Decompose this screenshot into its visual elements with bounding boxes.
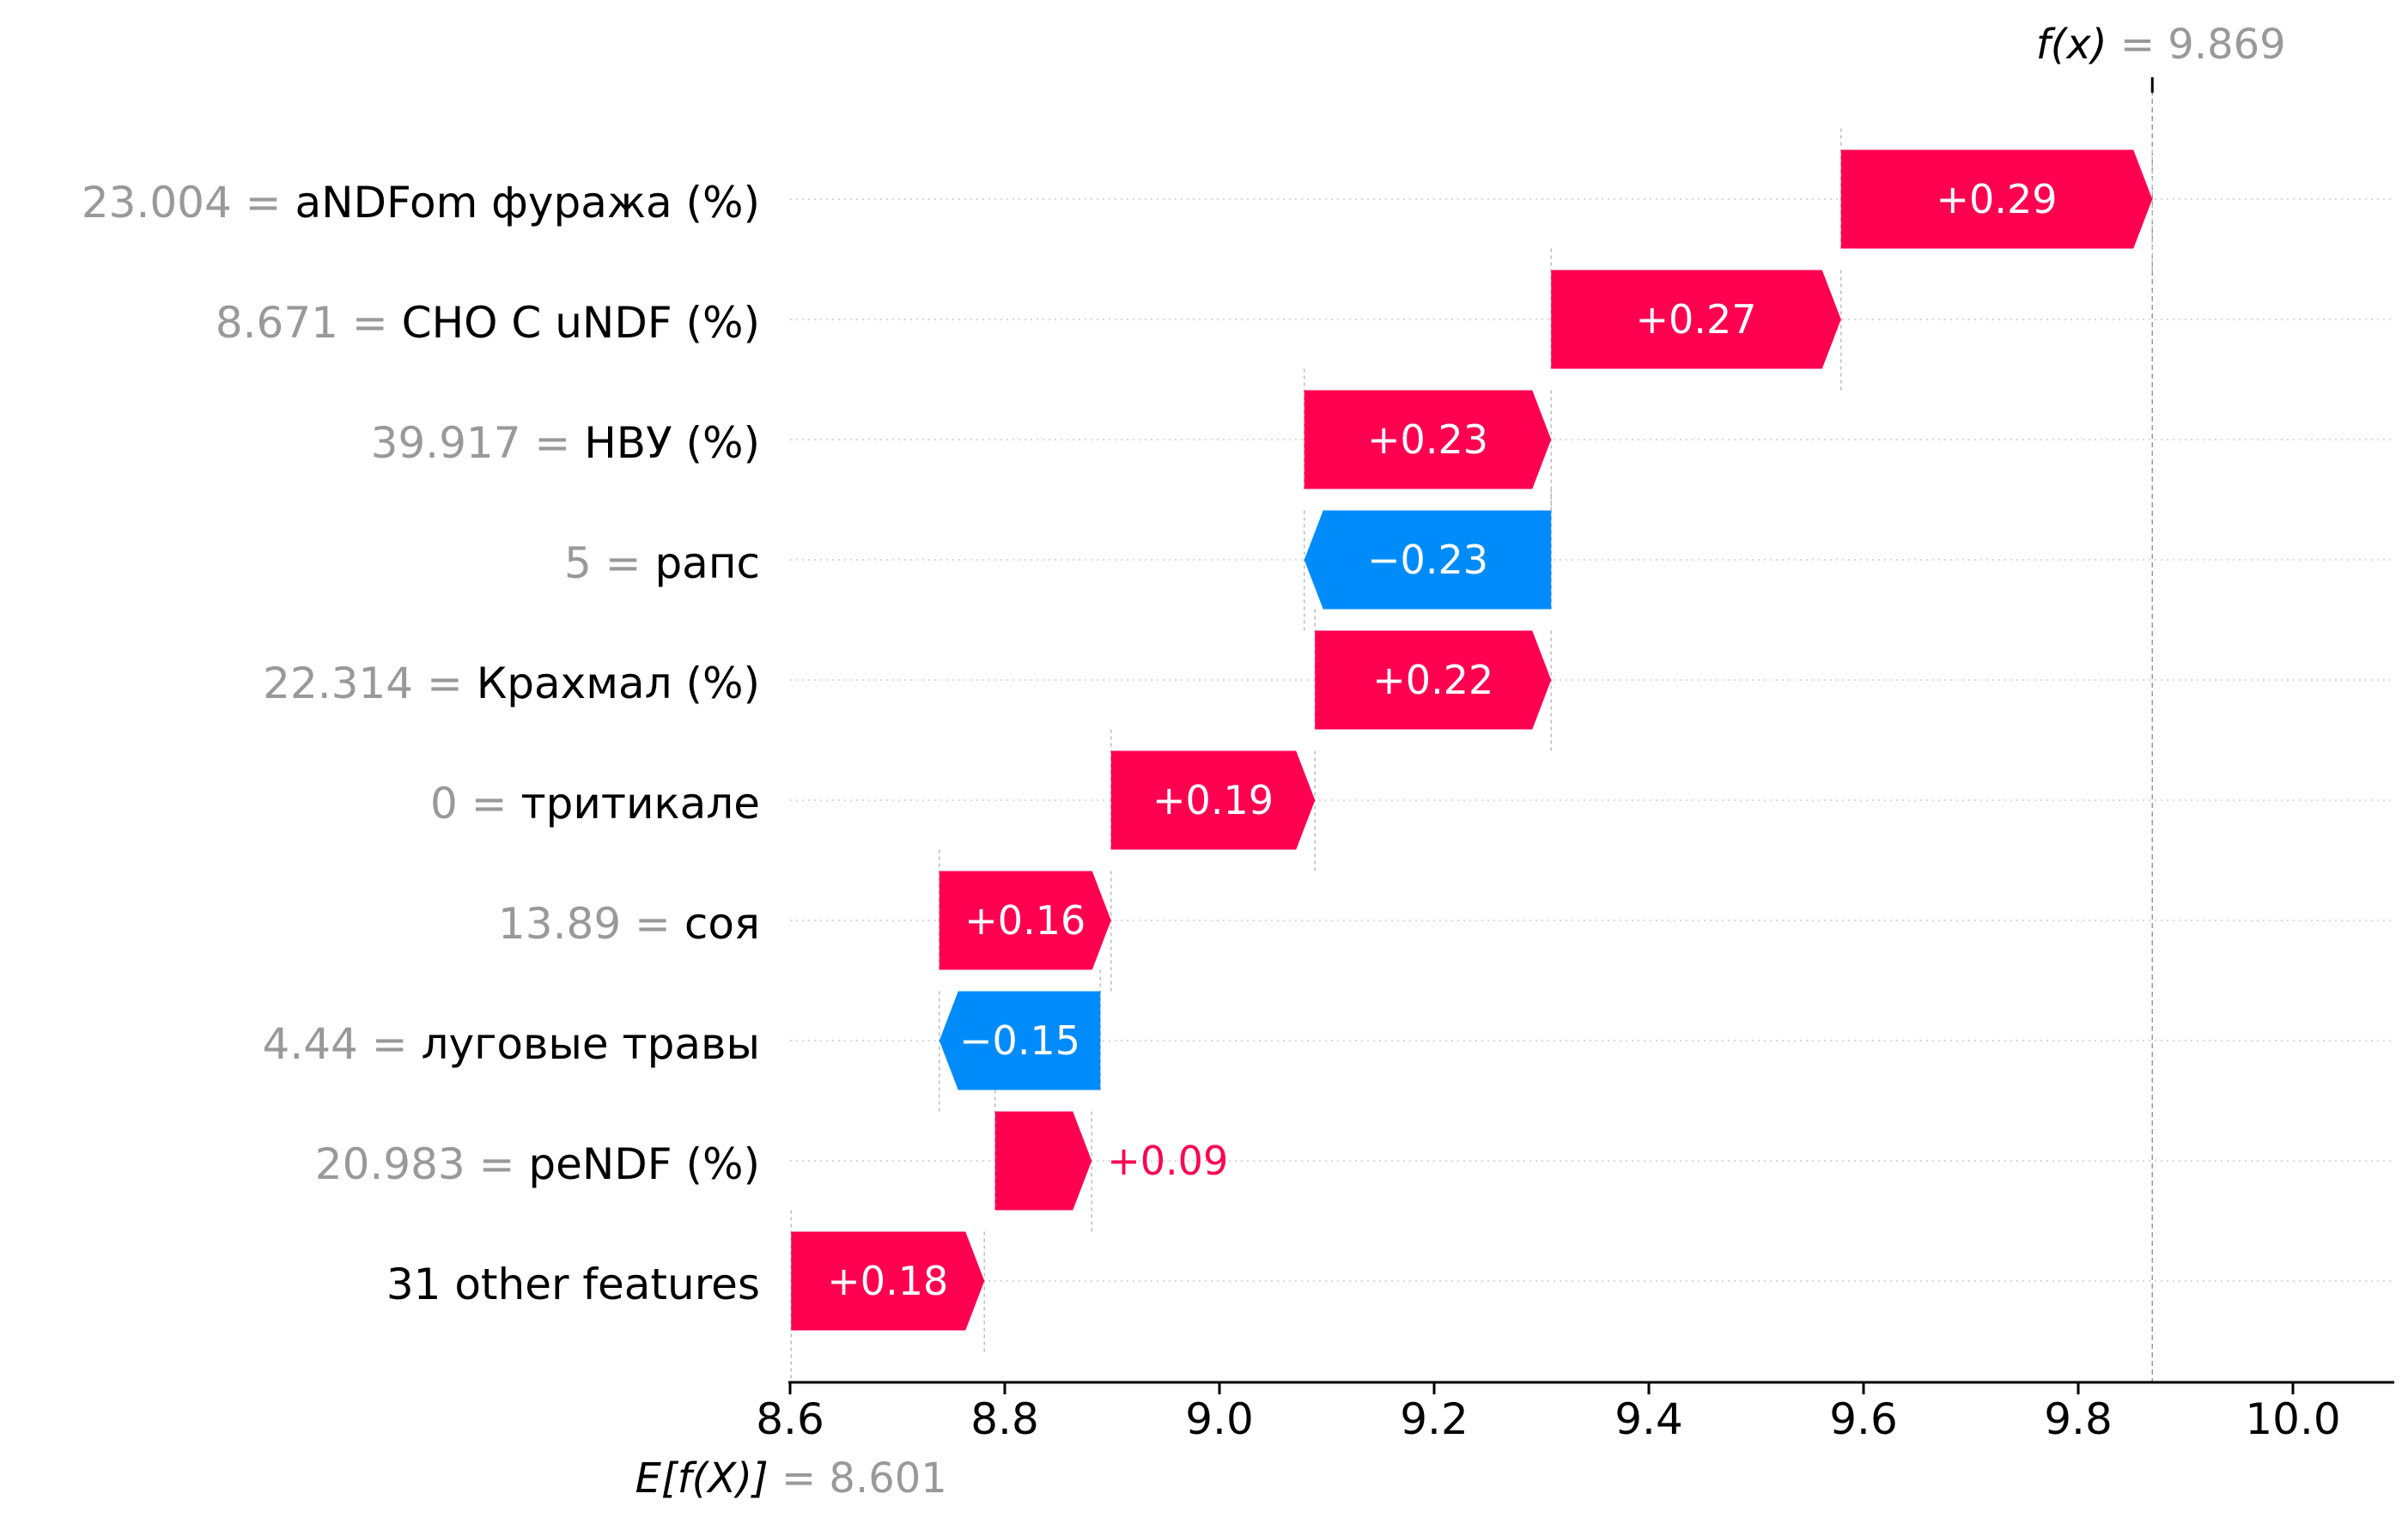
contribution-bar — [791, 1231, 985, 1331]
base-final-annotations: E[f(X)] = 8.601 f(x) = 9.869 — [635, 21, 2286, 1503]
x-tick-label: 10.0 — [2245, 1394, 2340, 1444]
feature-name: CHO C uNDF (%) — [402, 298, 760, 348]
x-tick-label: 9.2 — [1400, 1394, 1469, 1444]
feature-label: 23.004 = aNDFom фуража (%) — [82, 178, 760, 228]
contribution-bar — [1304, 390, 1552, 489]
feature-name: рапс — [654, 538, 760, 588]
final-expr: f(x) — [2036, 21, 2120, 69]
feature-value: 39.917 = — [371, 418, 585, 468]
feature-value: 20.983 = — [315, 1139, 529, 1189]
contribution-label: +0.29 — [1937, 176, 2058, 222]
feature-value: 0 = — [430, 779, 521, 829]
contribution-bar — [994, 1111, 1092, 1211]
base-value: = 8.601 — [781, 1454, 947, 1503]
contribution-bar — [1840, 149, 2153, 249]
feature-label: 22.314 = Крахмал (%) — [263, 659, 760, 708]
final-value: = 9.869 — [2120, 21, 2286, 69]
contribution-bar — [939, 871, 1111, 970]
feature-labels: 23.004 = aNDFom фуража (%) 8.671 = CHO C … — [82, 178, 760, 1309]
contribution-bar — [1304, 510, 1552, 610]
feature-name: Крахмал (%) — [477, 659, 760, 708]
contribution-bar — [1551, 270, 1841, 369]
feature-name: соя — [684, 899, 760, 949]
feature-name: aNDFom фуража (%) — [295, 178, 760, 228]
contribution-bar — [939, 991, 1101, 1090]
final-value-label: f(x) = 9.869 — [2036, 21, 2286, 69]
contribution-label: −0.23 — [1367, 537, 1488, 583]
feature-label: 13.89 = соя — [498, 899, 760, 949]
feature-label: 4.44 = луговые травы — [263, 1019, 760, 1069]
base-expr: E[f(X)] — [635, 1454, 781, 1503]
feature-value: 4.44 = — [263, 1019, 422, 1069]
contribution-label: +0.19 — [1152, 777, 1274, 823]
feature-label: 20.983 = peNDF (%) — [315, 1139, 760, 1189]
x-tick-label: 8.8 — [970, 1394, 1039, 1444]
feature-value: 8.671 = — [216, 298, 402, 348]
contribution-label: +0.16 — [964, 897, 1085, 944]
feature-value: 23.004 = — [82, 178, 295, 228]
contribution-label: +0.09 — [1107, 1138, 1228, 1184]
contribution-label: +0.18 — [827, 1258, 948, 1304]
feature-label: 5 = рапс — [564, 538, 760, 588]
contribution-label: +0.23 — [1367, 416, 1488, 463]
feature-label: 8.671 = CHO C uNDF (%) — [216, 298, 760, 348]
feature-name: НВУ (%) — [584, 418, 760, 468]
contribution-label: +0.27 — [1636, 296, 1757, 343]
x-axis: 8.6 8.8 9.0 9.2 9.4 9.6 9.8 10.0 — [756, 77, 2394, 1444]
base-value-label: E[f(X)] = 8.601 — [635, 1454, 947, 1503]
feature-label: 0 = тритикале — [430, 779, 760, 829]
contribution-bar — [1110, 750, 1316, 850]
contribution-label: +0.22 — [1372, 657, 1493, 703]
feature-value: 5 = — [564, 538, 655, 588]
feature-name: 31 other features — [386, 1260, 760, 1309]
x-tick-label: 8.6 — [756, 1394, 824, 1444]
feature-value: 13.89 = — [498, 899, 684, 949]
contribution-bars: +0.29 +0.27 +0.23 −0.23 +0.22 +0.19 +0.16 −0.15… — [791, 149, 2153, 1331]
x-tick-label: 9.6 — [1829, 1394, 1898, 1444]
contribution-label: −0.15 — [959, 1017, 1080, 1064]
x-tick-label: 9.8 — [2044, 1394, 2113, 1444]
x-tick-label: 9.4 — [1614, 1394, 1683, 1444]
feature-label: 31 other features — [386, 1260, 760, 1309]
feature-name: тритикале — [520, 779, 760, 829]
feature-label: 39.917 = НВУ (%) — [371, 418, 760, 468]
feature-value: 22.314 = — [263, 659, 477, 708]
x-tick-label: 9.0 — [1185, 1394, 1254, 1444]
feature-name: луговые травы — [422, 1019, 760, 1069]
feature-name: peNDF (%) — [528, 1139, 760, 1189]
contribution-bar — [1315, 630, 1552, 730]
